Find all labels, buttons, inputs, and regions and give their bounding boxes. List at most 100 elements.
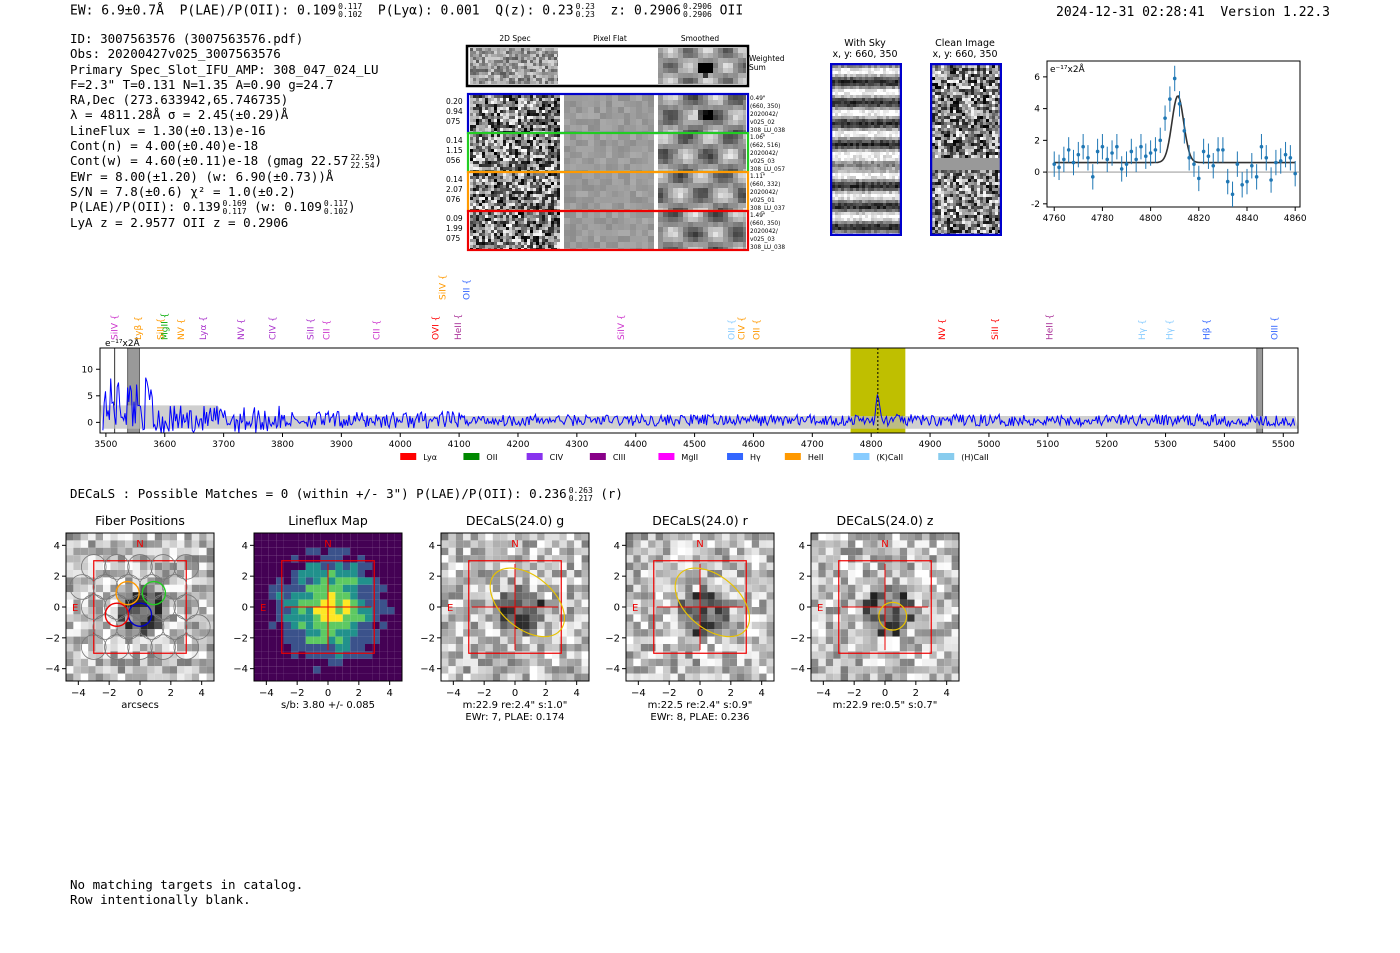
lineflux-pixel <box>276 636 284 644</box>
spectrum-plot-border <box>99 347 1299 434</box>
decals-x-tick-label: −2 <box>662 688 677 699</box>
decals-x-tick-label: 0 <box>697 688 703 699</box>
lineflux-pixel <box>254 562 262 570</box>
line-label: OII { <box>728 319 738 340</box>
zoom-x-tick-label: 4800 <box>1139 214 1162 224</box>
weighted-border <box>465 44 750 88</box>
lineflux-pixel <box>276 599 284 607</box>
lineflux-pixel <box>379 555 388 563</box>
line-label: Lyα { <box>199 316 209 340</box>
legend-label: OII <box>486 453 497 462</box>
header-q-hi: 0.23 <box>575 2 595 11</box>
zoom-y-tick-label: 4 <box>1034 105 1040 115</box>
cutout-row-left-label: 1.15 <box>446 146 463 155</box>
lineflux-pixel <box>276 592 284 600</box>
zoom-x-tick-label: 4840 <box>1236 214 1259 224</box>
lineflux-pixel <box>357 651 365 659</box>
lineflux-pixel <box>379 614 388 622</box>
decals-y-tick-label: 4 <box>614 541 620 552</box>
zoom-data-point <box>1182 129 1187 133</box>
lineflux-pixel <box>254 592 262 600</box>
lineflux-pixel <box>283 577 291 585</box>
lineflux-pixel <box>387 562 395 570</box>
cutout-row-right-label: 2020042/ <box>750 151 778 157</box>
lineflux-pixel <box>350 599 358 607</box>
lineflux-pixel <box>298 577 306 585</box>
lineflux-pixel <box>320 629 328 637</box>
zoom-data-point <box>1274 160 1278 165</box>
lineflux-pixel <box>379 658 388 667</box>
decals-panel-title: DECaLS(24.0) z <box>837 513 934 528</box>
decals-y-tick-label: 2 <box>614 572 620 583</box>
lineflux-pixel <box>350 636 358 644</box>
lineflux-pixel <box>394 607 402 615</box>
lineflux-pixel <box>357 555 365 563</box>
lineflux-pixel <box>335 621 343 630</box>
north-label: N <box>696 539 703 550</box>
lineflux-pixel <box>372 621 380 630</box>
east-label: E <box>632 603 638 614</box>
lineflux-pixel <box>387 666 395 674</box>
lineflux-pixel <box>276 644 284 652</box>
zoom-data-point <box>1115 144 1119 149</box>
lineflux-pixel <box>372 644 380 652</box>
lineflux-pixel <box>379 592 388 600</box>
lineflux-pixel <box>350 547 358 556</box>
noise-image <box>564 173 654 210</box>
lineflux-pixel <box>254 621 262 630</box>
lineflux-pixel <box>394 673 402 681</box>
noise-image <box>626 533 774 681</box>
lineflux-pixel <box>276 540 284 548</box>
decals-y-tick-label: −2 <box>790 633 805 644</box>
spectrum-x-tick-label: 5500 <box>1272 440 1295 450</box>
lineflux-pixel <box>305 636 314 644</box>
header-q: Q(z): 0.23 <box>495 3 574 19</box>
lineflux-pixel <box>313 607 321 615</box>
zoom-data-point <box>1283 152 1288 157</box>
lineflux-pixel <box>365 599 373 607</box>
lineflux-pixel <box>379 644 388 652</box>
lineflux-pixel <box>394 621 402 630</box>
legend-swatch <box>784 453 801 460</box>
zoom-fit-curve <box>1054 95 1296 164</box>
lineflux-pixel <box>335 614 343 622</box>
info-lineflux: LineFlux = 1.30(±0.13)e-16 <box>70 122 266 138</box>
lineflux-pixel <box>283 607 291 615</box>
line-label: SiII { <box>157 318 167 340</box>
lineflux-pixel <box>291 547 299 556</box>
lineflux-pixel <box>328 621 336 630</box>
line-label: NV { <box>237 319 247 340</box>
north-label: N <box>136 539 143 550</box>
lineflux-pixel <box>254 570 262 578</box>
fiber-circle <box>161 574 188 600</box>
lineflux-pixel <box>394 547 402 556</box>
line-label: OIII { <box>1270 316 1280 340</box>
lineflux-pixel <box>357 673 365 681</box>
lineflux-pixel <box>261 547 269 556</box>
lineflux-pixel <box>328 629 336 637</box>
lineflux-pixel <box>372 666 380 674</box>
zoom-data-point <box>1259 144 1264 149</box>
north-label: N <box>511 539 518 550</box>
cutout-row-right-label: 1.11" <box>750 174 766 180</box>
spectrum-x-tick-label: 4700 <box>801 440 824 450</box>
noise-image <box>470 95 560 132</box>
header-timestamp-version: 2024-12-31 02:28:41 Version 1.22.3 <box>1056 5 1330 20</box>
spectrum-x-tick-label: 4200 <box>507 440 530 450</box>
lineflux-pixel <box>342 614 351 622</box>
line-label: OVI { <box>432 316 442 340</box>
decals-y-tick-label: 4 <box>799 541 805 552</box>
clean-image-title-text: Clean Image <box>935 38 995 49</box>
noise-image <box>811 533 959 681</box>
lineflux-pixel <box>365 540 373 548</box>
decals-x-tick-label: −4 <box>446 688 461 699</box>
search-box <box>838 560 932 654</box>
lineflux-pixel <box>305 607 314 615</box>
lineflux-pixel <box>261 644 269 652</box>
cutout-row-right-label: 1.49" <box>750 213 766 219</box>
lineflux-pixel <box>387 614 395 622</box>
lineflux-pixel <box>298 629 306 637</box>
fiber-circle <box>150 594 176 620</box>
lineflux-pixel <box>365 577 373 585</box>
header-z-hi: 0.2906 <box>682 2 712 11</box>
